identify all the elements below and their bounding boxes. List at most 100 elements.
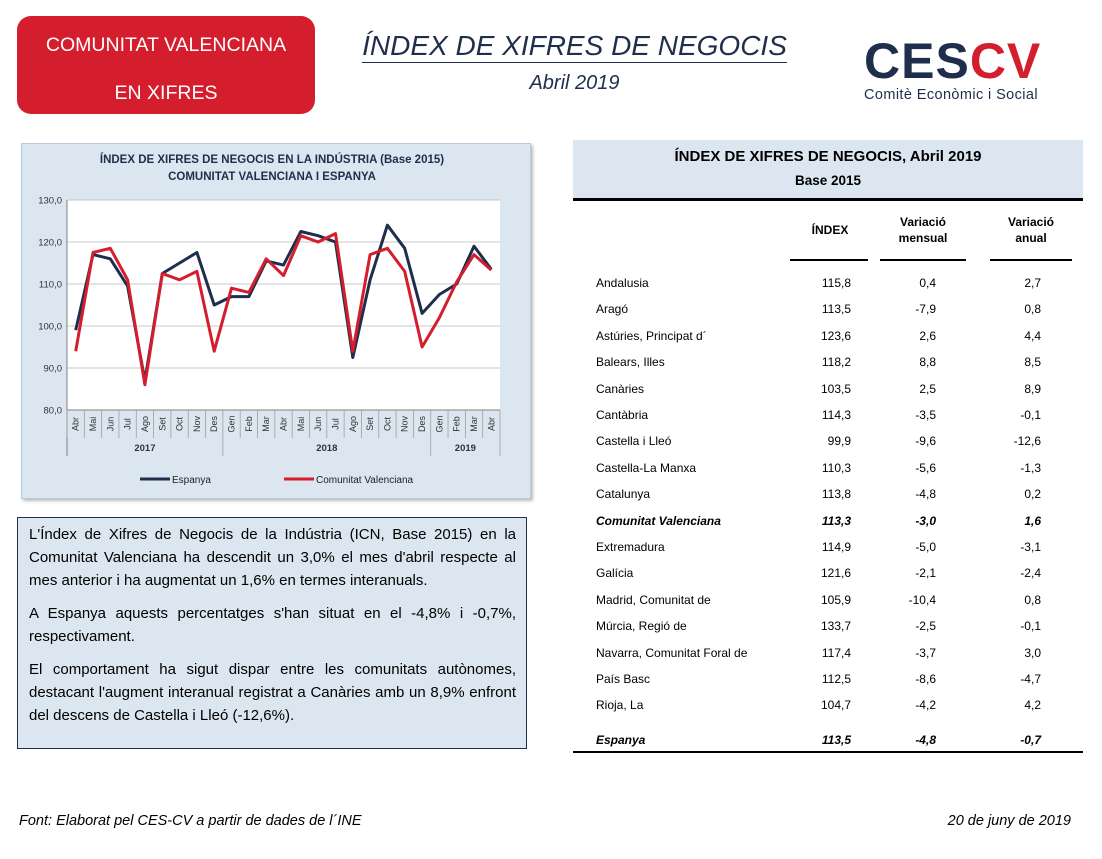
cell-name: Canàries [596,381,645,396]
x-tick-label: Gen [434,415,444,432]
cell-annual: 8,9 [1024,381,1041,396]
publication-date: 20 de juny de 2019 [947,813,1071,829]
x-tick-label: Jun [105,417,115,432]
cell-monthly: -4,2 [915,698,936,713]
cell-monthly: -8,6 [915,672,936,686]
cell-index: 115,8 [821,276,851,290]
commentary-paragraph-3: El comportament ha sigut dispar entre le… [29,661,516,724]
y-tick-label: 130,0 [38,196,62,207]
cell-monthly: -5,0 [915,540,936,554]
line-chart-panel: ÍNDEX DE XIFRES DE NEGOCIS EN LA INDÚSTR… [21,143,531,499]
x-tick-label: Nov [192,416,202,433]
cell-index: 110,3 [821,460,851,475]
cell-name: Navarra, Comunitat Foral de [596,645,748,660]
cell-name: Múrcia, Regió de [596,619,687,634]
table-row: Castella-La Manxa 110,3 -5,6 -1,3 [573,455,1083,481]
cell-name: Extremadura [596,540,665,554]
cell-annual: -1,3 [1020,460,1041,475]
cell-annual: -0,1 [1020,408,1041,422]
x-tick-label: Abr [486,417,496,431]
y-tick-label: 120,0 [38,238,62,249]
badge-line-2: EN XIFRES [114,82,218,104]
page-title: ÍNDEX DE XIFRES DE NEGOCIS [362,30,787,63]
cell-name: Castella-La Manxa [596,460,697,475]
cell-name: Comunitat Valenciana [596,513,721,528]
column-rule [880,259,966,261]
cell-index: 99,9 [827,434,851,449]
cell-monthly: -3,7 [915,645,936,660]
cell-annual: 8,5 [1024,355,1041,370]
column-header-index: ÍNDEX [811,223,849,237]
table-row: Castella i Lleó 99,9 -9,6 -12,6 [573,428,1083,454]
region-badge: COMUNITAT VALENCIANA EN XIFRES [17,16,315,114]
x-tick-label: Feb [244,416,254,432]
commentary-paragraph-1: L'Índex de Xifres de Negocis de la Indús… [29,526,516,589]
table-row: Navarra, Comunitat Foral de 117,4 -3,7 3,0 [573,640,1083,666]
cell-name: Balears, Illes [596,355,665,370]
cell-monthly: 2,5 [919,381,936,396]
cell-monthly: -3,0 [915,513,936,528]
cell-annual: -12,6 [1013,434,1041,449]
page-subtitle: Abril 2019 [529,72,620,94]
x-tick-label: Set [365,417,375,431]
cell-name: Aragó [596,302,629,317]
year-label: 2019 [455,443,476,454]
x-tick-label: Mar [261,416,271,432]
cell-annual: 4,4 [1024,328,1041,343]
table-row: Catalunya 113,8 -4,8 0,2 [573,481,1083,507]
commentary-paragraph-2: A Espanya aquests percentatges s'han sit… [29,605,516,645]
table-row: Múrcia, Regió de 133,7 -2,5 -0,1 [573,613,1083,639]
cell-index: 103,5 [820,381,851,396]
cell-annual: -4,7 [1020,672,1041,686]
cell-annual: -2,4 [1020,566,1041,581]
cell-annual: 1,6 [1024,513,1041,528]
cell-monthly: -2,1 [915,566,936,581]
cell-monthly: 2,6 [919,328,936,343]
x-tick-label: Feb [452,416,462,432]
x-tick-label: Des [417,416,427,433]
x-tick-label: Oct [175,417,185,432]
line-chart: ÍNDEX DE XIFRES DE NEGOCIS EN LA INDÚSTR… [38,153,501,486]
column-rule [790,259,868,261]
table-row: Cantàbria 114,3 -3,5 -0,1 [573,402,1083,428]
cell-annual: -0,1 [1020,619,1041,634]
legend-label: Espanya [172,475,211,486]
x-tick-label: Set [157,417,167,431]
cell-annual: 3,0 [1024,645,1041,660]
cell-index: 113,5 [821,302,851,317]
ces-cv-logo: CESCV Comitè Econòmic i Social [864,36,1094,108]
cell-name: Cantàbria [596,408,649,422]
cell-index: 112,5 [821,672,851,686]
table-row: País Basc 112,5 -8,6 -4,7 [573,666,1083,692]
x-tick-label: Abr [279,417,289,431]
source-note: Font: Elaborat pel CES-CV a partir de da… [19,813,362,829]
table-row: Extremadura 114,9 -5,0 -3,1 [573,534,1083,560]
table-header: ÍNDEX DE XIFRES DE NEGOCIS, Abril 2019 B… [573,140,1083,201]
column-rule [990,259,1072,261]
table-row: Galícia 121,6 -2,1 -2,4 [573,560,1083,586]
cell-name: Andalusia [596,276,649,290]
cell-index: 114,3 [821,408,851,422]
x-tick-label: Jun [313,417,323,432]
chart-title: ÍNDEX DE XIFRES DE NEGOCIS EN LA INDÚSTR… [100,153,444,166]
x-tick-label: Ago [140,416,150,432]
series-line-comunitat-valenciana [74,232,493,387]
column-header-annual: Variació anual [1007,215,1055,245]
table-row: Madrid, Comunitat de 105,9 -10,4 0,8 [573,587,1083,613]
cell-monthly: -3,5 [915,408,936,422]
cell-index: 113,3 [821,513,851,528]
cell-monthly: -2,5 [915,619,936,634]
cell-annual: 0,8 [1024,592,1041,607]
cell-name: País Basc [596,672,651,686]
cell-monthly: -9,6 [915,434,936,449]
cell-annual: 2,7 [1024,276,1041,290]
cell-monthly: 8,8 [919,355,936,370]
year-label: 2018 [316,443,337,454]
cell-annual: 0,2 [1024,487,1041,502]
cell-name: Madrid, Comunitat de [596,592,711,607]
table-row: Balears, Illes 118,2 8,8 8,5 [573,349,1083,375]
cell-monthly: -7,9 [915,302,936,317]
cell-index: 123,6 [820,328,851,343]
cell-monthly: -5,6 [915,460,936,475]
table-row-total: Espanya 113,5 -4,8 -0,7 [596,733,1041,747]
